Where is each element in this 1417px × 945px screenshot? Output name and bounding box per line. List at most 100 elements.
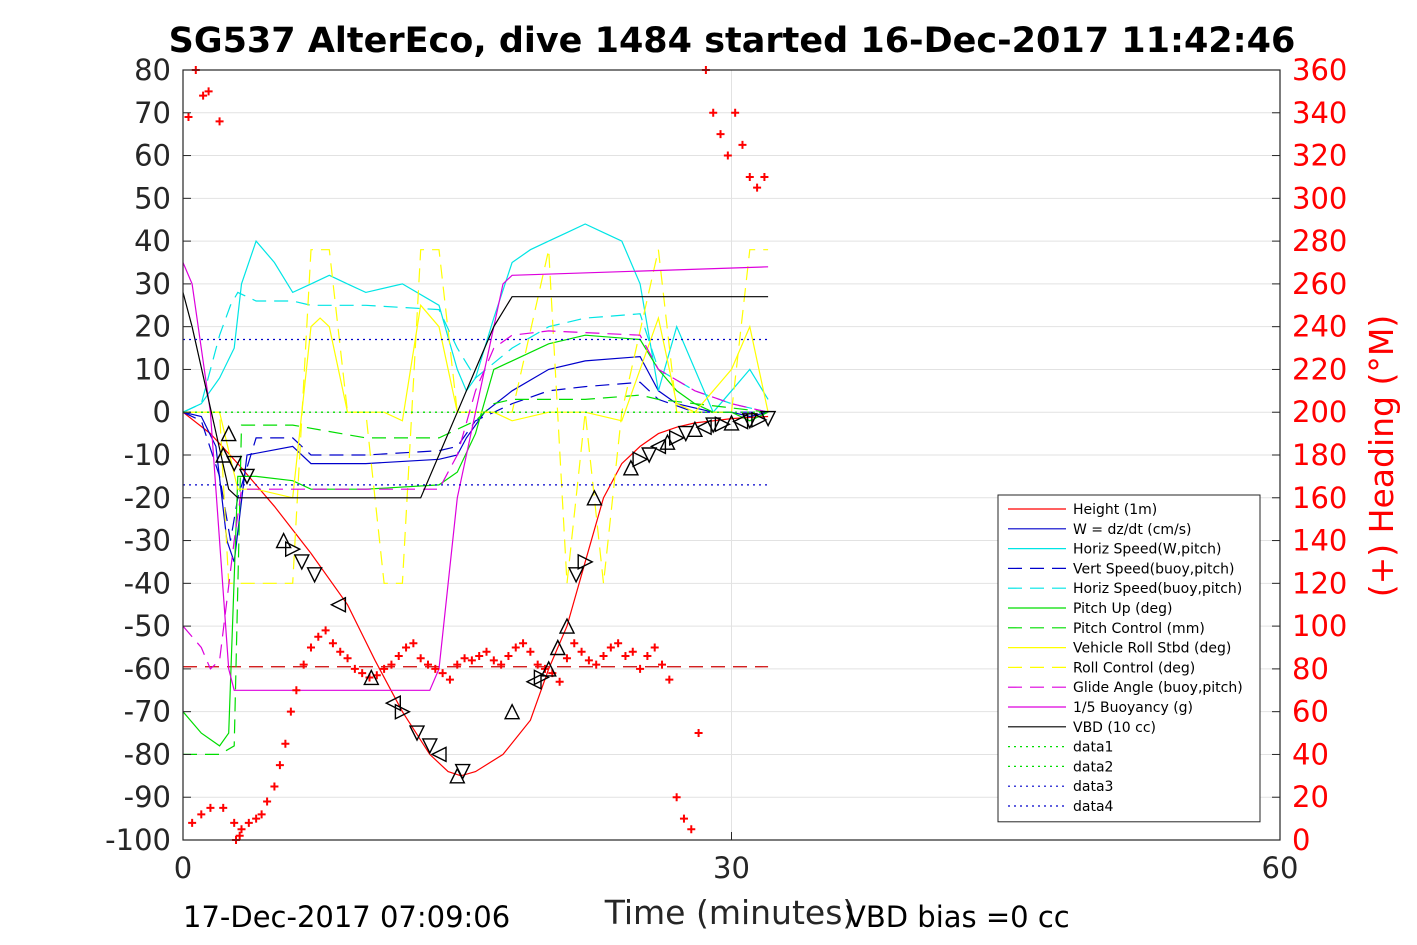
heading-point (482, 647, 491, 656)
heading-point (533, 660, 542, 669)
sample-marker (430, 746, 447, 763)
heading-point (328, 639, 337, 648)
marker-layer (215, 410, 777, 784)
left-tick-label: -20 (124, 481, 171, 515)
sample-marker (226, 455, 243, 473)
x-axis: 0 30 60 (174, 832, 1299, 885)
heading-point (275, 761, 284, 770)
sample-marker (275, 532, 292, 549)
heading-point (402, 643, 411, 652)
right-tick-label: 20 (1292, 780, 1329, 814)
heading-point (188, 818, 197, 827)
sample-marker (394, 703, 411, 720)
vbd-bias-label: VBD bias =0 cc (846, 900, 1070, 934)
left-tick-label: 10 (134, 352, 171, 386)
sample-marker (632, 451, 649, 468)
heading-point (628, 647, 637, 656)
heading-point (679, 814, 688, 823)
right-tick-label: 0 (1292, 823, 1310, 857)
heading-point (577, 647, 586, 656)
x-axis-label: Time (minutes) (604, 893, 856, 932)
series-line-vert-speed-buoy-pitch (182, 381, 769, 541)
left-axis: 80 70 60 50 40 30 20 10 0 -10 -20 -30 -40 -50 -60 -70 -8… (105, 53, 191, 857)
sample-marker (759, 410, 777, 428)
legend-entry-label: Height (1m) (1073, 502, 1157, 518)
heading-point (343, 654, 352, 663)
sample-marker (686, 420, 704, 437)
heading-point (445, 675, 454, 684)
legend-entry-label: 1/5 Buoyancy (g) (1073, 700, 1193, 716)
left-tick-label: -100 (105, 823, 171, 857)
heading-point (614, 639, 623, 648)
heading-point (753, 183, 762, 192)
sample-marker (659, 433, 676, 450)
sample-marker (454, 763, 471, 781)
right-tick-label: 100 (1292, 609, 1347, 643)
left-tick-label: -30 (124, 524, 171, 558)
heading-point (519, 639, 528, 648)
heading-point (643, 652, 652, 661)
heading-point (694, 729, 703, 738)
heading-point (409, 639, 418, 648)
heading-point (299, 660, 308, 669)
right-tick-label: 240 (1292, 310, 1347, 344)
legend: Height (1m) W = dz/dt (cm/s) Horiz Speed(W… (997, 494, 1261, 823)
sample-marker (540, 660, 557, 677)
x-tick-label: 60 (1262, 851, 1299, 885)
right-tick-label: 140 (1292, 524, 1347, 558)
heading-layer (184, 66, 769, 844)
heading-point (292, 686, 301, 695)
sample-marker (215, 446, 232, 463)
left-tick-label: -50 (124, 609, 171, 643)
heading-point (460, 654, 469, 663)
sample-marker (669, 429, 686, 447)
right-tick-label: 320 (1292, 139, 1347, 173)
legend-entry-label: data4 (1073, 799, 1114, 815)
heading-point (760, 172, 769, 181)
series-layer (182, 223, 769, 777)
left-tick-label: -70 (124, 695, 171, 729)
heading-point (306, 643, 315, 652)
heading-point (206, 803, 215, 812)
heading-point (665, 675, 674, 684)
sample-marker (421, 738, 438, 755)
chart-title: SG537 AlterEco, dive 1484 started 16-Dec… (169, 21, 1296, 61)
series-line-vbd-10-cc (182, 292, 769, 499)
sample-marker (741, 413, 758, 430)
sample-marker (408, 725, 426, 742)
left-tick-label: 20 (134, 310, 171, 344)
sample-marker (533, 669, 550, 686)
left-tick-label: 30 (134, 267, 171, 301)
right-tick-label: 180 (1292, 438, 1347, 472)
heading-point (438, 669, 447, 678)
heading-point (257, 810, 266, 819)
heading-point (336, 647, 345, 656)
heading-point (606, 643, 615, 652)
heading-point (745, 172, 754, 181)
legend-entry-label: data2 (1073, 759, 1113, 775)
heading-point (621, 652, 630, 661)
legend-entry-label: Roll Control (deg) (1073, 660, 1195, 676)
heading-point (423, 660, 432, 669)
heading-point (380, 664, 389, 673)
heading-point (358, 669, 367, 678)
sample-marker (577, 553, 594, 571)
series-line-1-5-buoyancy-g (182, 262, 769, 691)
right-tick-label: 120 (1292, 566, 1347, 600)
heading-point (658, 660, 667, 669)
heading-point (570, 639, 579, 648)
heading-point (394, 652, 403, 661)
heading-point (321, 626, 330, 635)
sample-marker (329, 596, 347, 613)
legend-entry-label: Pitch Control (mm) (1073, 621, 1205, 637)
sample-marker (751, 411, 768, 429)
heading-point (475, 652, 484, 661)
left-tick-label: -40 (124, 566, 171, 600)
sample-marker (622, 459, 640, 476)
start-timestamp: 17-Dec-2017 07:09:06 (183, 900, 510, 934)
legend-entry-label: Pitch Up (deg) (1073, 601, 1172, 617)
heading-point (453, 660, 462, 669)
heading-point (555, 677, 564, 686)
right-tick-label: 300 (1292, 181, 1347, 215)
right-tick-label: 340 (1292, 96, 1347, 130)
